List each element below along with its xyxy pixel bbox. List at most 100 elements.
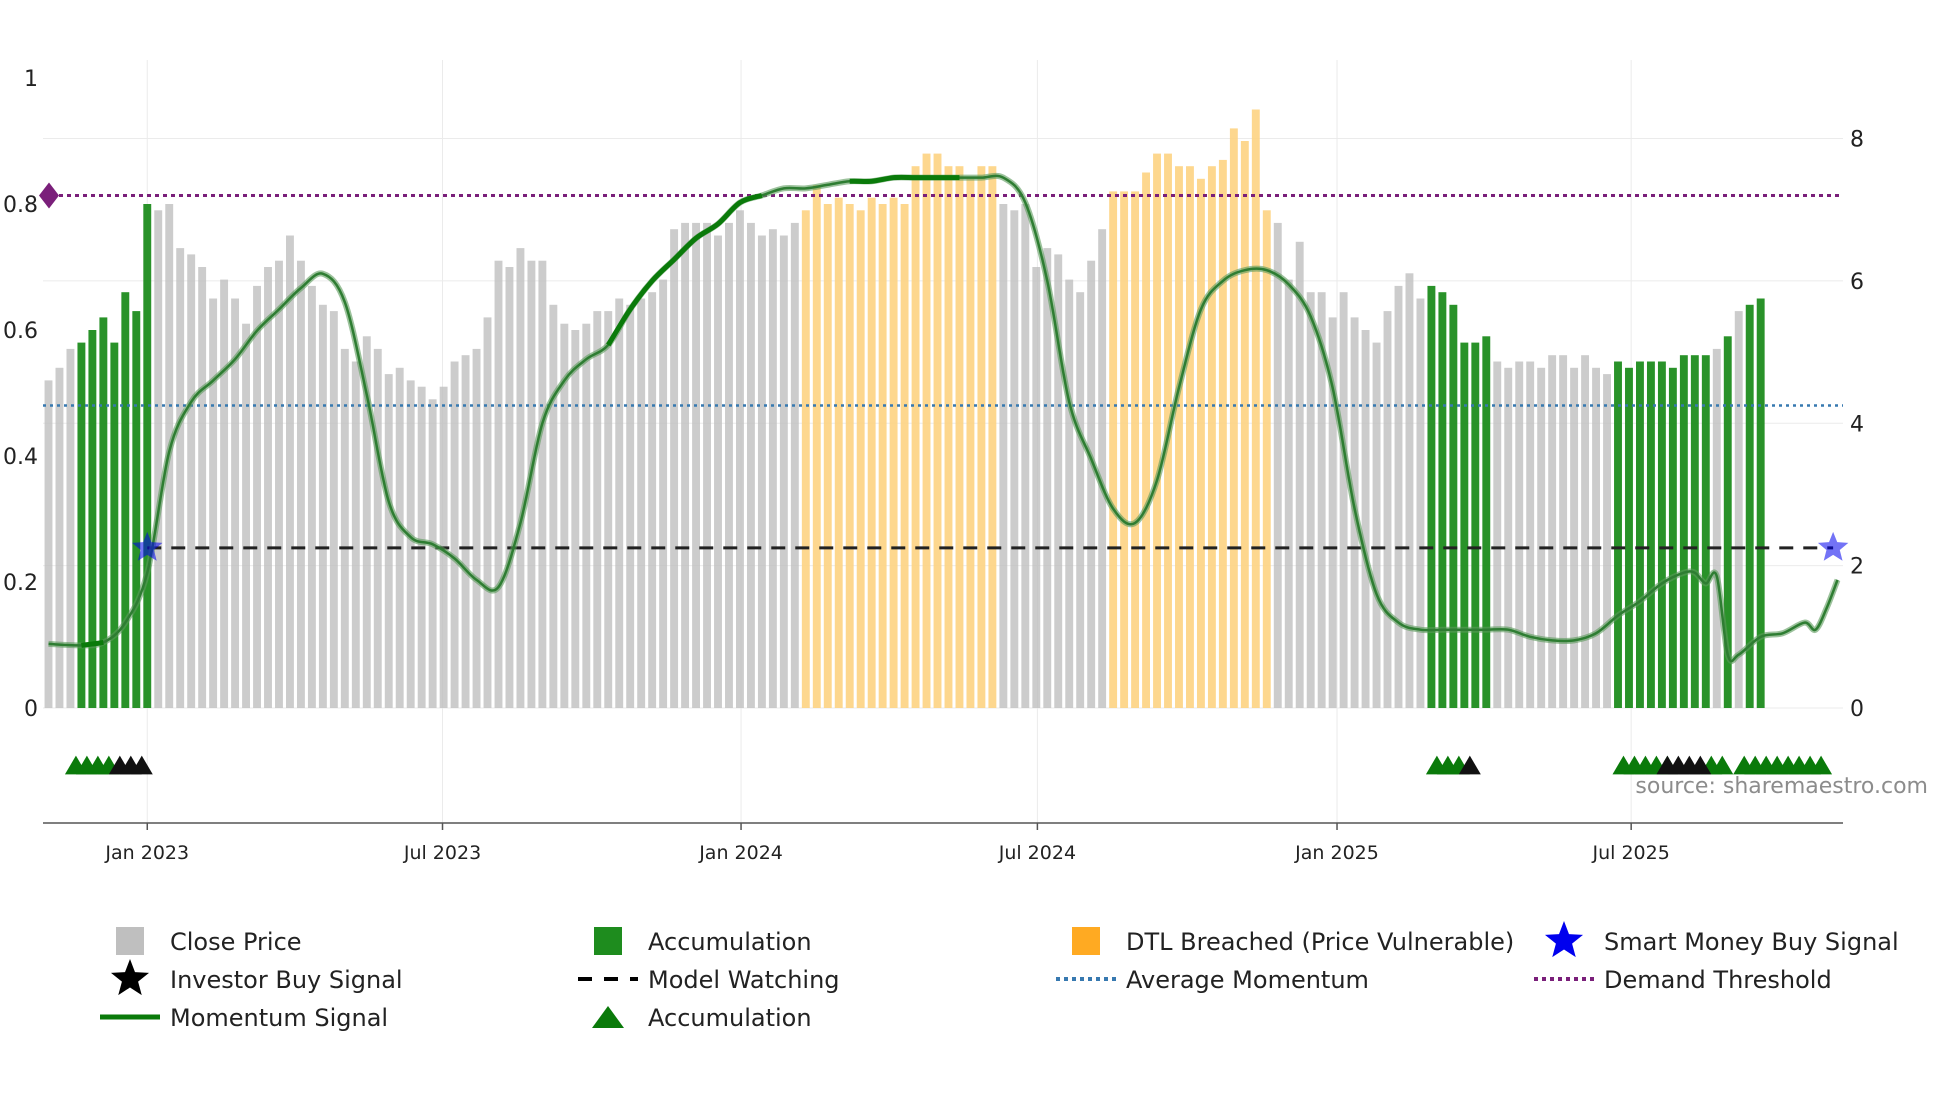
accumulation-bar — [1460, 342, 1469, 708]
legend-item-threshold: Demand Threshold — [1534, 966, 1832, 994]
close-price-bar — [373, 348, 382, 708]
accumulation-bar — [132, 311, 141, 708]
legend-item-close: Close Price — [116, 927, 302, 956]
close-price-bar — [516, 248, 525, 708]
dtl-breached-bar — [878, 204, 887, 708]
close-price-bar — [999, 204, 1008, 708]
dtl-breached-bar — [823, 204, 832, 708]
close-price-bar — [362, 336, 371, 708]
investor-buy-triangle — [1689, 755, 1712, 775]
left-axis-tick-label: 0.6 — [3, 319, 38, 344]
close-price-bar — [626, 304, 635, 708]
dtl-breached-bar — [1142, 172, 1150, 708]
legend-label: Demand Threshold — [1604, 966, 1832, 994]
accumulation-triangle — [1711, 755, 1734, 775]
close-price-bar — [395, 367, 404, 708]
close-price-bar — [220, 279, 229, 708]
close-price-bar — [351, 361, 360, 708]
momentum-strong-segment-0 — [81, 640, 104, 648]
accumulation-bar — [1646, 361, 1655, 708]
close-price-bar — [286, 235, 294, 708]
close-price-bar — [670, 229, 679, 708]
accumulation-bar — [1756, 298, 1765, 708]
close-price-bar — [757, 235, 766, 708]
dtl-breached-bar — [977, 166, 986, 708]
dtl-breached-bar — [1186, 166, 1194, 708]
dtl-breached-bar — [801, 210, 810, 709]
accumulation-bar — [1679, 355, 1688, 708]
close-price-bar — [615, 298, 624, 708]
close-price-bar — [549, 304, 558, 708]
close-price-bar — [483, 317, 492, 708]
legend-label: Accumulation — [648, 928, 812, 956]
close-price-bar — [1054, 254, 1063, 708]
close-price-bar — [1076, 292, 1085, 708]
close-price-bar — [593, 311, 602, 708]
right-axis-tick-label: 8 — [1850, 128, 1864, 153]
close-price-bar — [1526, 361, 1535, 708]
close-price-bar — [1559, 355, 1568, 708]
investor-buy-triangle — [1458, 755, 1481, 775]
close-price-bar — [461, 355, 470, 708]
signal-markers — [64, 531, 1849, 775]
close-price-bar — [1339, 292, 1348, 708]
x-axis-tick-label: Jul 2024 — [998, 842, 1076, 864]
close-price-bar — [1383, 311, 1392, 708]
close-price-bar — [1504, 367, 1513, 708]
legend-label: Close Price — [170, 928, 302, 956]
accumulation-bar — [1482, 336, 1491, 708]
x-axis-tick-label: Jan 2023 — [104, 842, 189, 864]
accumulation-bar — [99, 317, 108, 708]
legend-item-investor: Investor Buy Signal — [110, 959, 403, 996]
close-price-bar — [1372, 342, 1381, 708]
left-axis-tick-label: 0.2 — [3, 571, 38, 596]
close-price-bar — [1394, 285, 1403, 708]
left-axis-tick-label: 0.8 — [3, 193, 38, 218]
close-price-bar — [505, 267, 514, 708]
dtl-breached-bar — [1196, 178, 1205, 709]
close-price-bar — [790, 222, 799, 708]
close-price-bar — [637, 298, 646, 708]
close-price-bar — [231, 298, 240, 708]
close-price-bar — [725, 222, 733, 708]
close-price-bar — [264, 267, 272, 708]
dtl-breached-bar — [856, 210, 865, 709]
accumulation-bar — [1438, 292, 1447, 708]
close-price-bar — [307, 285, 316, 708]
accumulation-bar — [88, 330, 97, 708]
x-axis-tick-label: Jul 2025 — [1592, 842, 1670, 864]
legend-swatch-acc_tri — [592, 1006, 624, 1028]
legend-swatch-smart — [1544, 921, 1584, 958]
legend-swatch-investor — [110, 959, 150, 996]
dtl-breached-bar — [812, 185, 821, 709]
source-note: source: sharemaestro.com — [1635, 774, 1928, 799]
right-axis-tick-label: 6 — [1850, 270, 1864, 295]
legend-label: Smart Money Buy Signal — [1604, 928, 1899, 956]
dtl-breached-bar — [1120, 191, 1129, 708]
momentum-strong-segment-3 — [849, 174, 960, 184]
dtl-breached-bar — [955, 166, 964, 708]
accumulation-bar — [1636, 361, 1644, 708]
close-price-bar — [1361, 330, 1370, 708]
left-axis-tick-label: 1 — [24, 67, 38, 92]
legend-item-acc_bar: Accumulation — [594, 927, 812, 956]
accumulation-bar — [1427, 285, 1436, 708]
dtl-breached-bar — [933, 153, 942, 709]
left-axis-tick-label: 0.4 — [3, 445, 38, 470]
smart-money-buy-signal-star — [1817, 531, 1849, 561]
close-price-bar — [66, 348, 75, 708]
accumulation-bar — [1723, 336, 1732, 708]
accumulation-bar — [1449, 304, 1458, 708]
close-price-bar — [571, 330, 580, 708]
close-price-bar — [736, 210, 744, 709]
close-price-bar — [494, 260, 503, 708]
accumulation-bar — [143, 204, 152, 708]
dtl-breached-bar — [1207, 166, 1216, 708]
close-price-bar — [1493, 361, 1502, 708]
left-axis-tick-label: 0 — [24, 697, 38, 722]
right-axis-tick-label: 4 — [1850, 412, 1864, 437]
close-price-bar — [187, 254, 196, 708]
close-price-bar — [681, 222, 690, 708]
close-price-bar — [1328, 317, 1337, 708]
dtl-breached-bar — [1262, 210, 1271, 709]
